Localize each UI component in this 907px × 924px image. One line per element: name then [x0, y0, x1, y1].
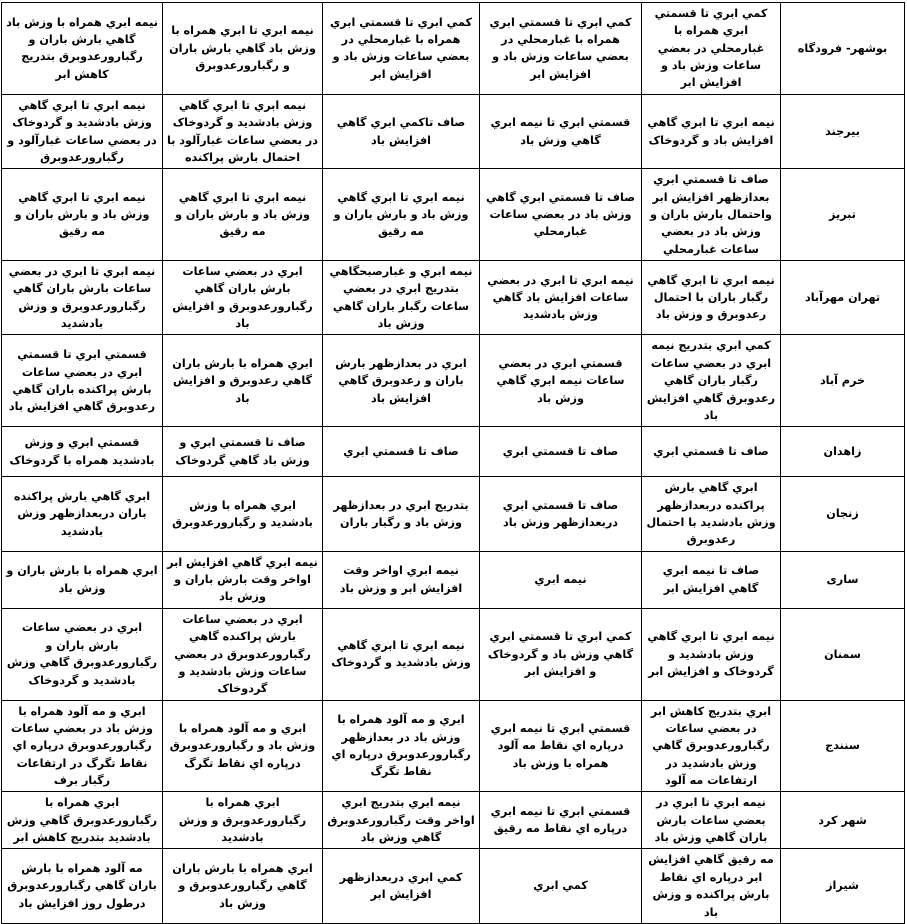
- table-row: سنندج ابري بتدريج کاهش ابر در بعضي ساعات…: [1, 699, 905, 793]
- forecast-cell-day2: قسمتي ابري تا نيمه ابري گاهي وزش باد: [479, 93, 642, 170]
- table-row: بوشهر- فرودگاه کمي ابري تا قسمتي ابري هم…: [1, 2, 905, 95]
- table-row: خرم آباد کمي ابري بتدريج نيمه ابري در بع…: [1, 334, 905, 428]
- forecast-cell-day3: نيمه ابري بتدريج ابري اواخر وقت رگبارورع…: [322, 791, 480, 850]
- forecast-cell-day5: نيمه ابري تا ابري گاهي وزش بادشديد و گرد…: [1, 93, 163, 170]
- forecast-cell-day2: کمي ابري: [479, 848, 642, 924]
- forecast-cell-day1: نيمه ابري تا ابري گاهي افزايش باد و گردو…: [641, 93, 781, 170]
- forecast-cell-day5: قسمتي ابري و وزش بادشديد همراه با گردوخا…: [1, 426, 163, 478]
- forecast-cell-day5: قسمتي ابري تا قسمتي ابري در بعضي ساعات ب…: [1, 334, 163, 428]
- forecast-cell-day4: ابري همراه با رگبارورعدوبرق و وزش بادشدي…: [162, 791, 323, 850]
- forecast-cell-day2: صاف تا قسمتي ابري گاهي وزش باد در بعضي س…: [479, 168, 642, 262]
- table-row: زنجان ابري گاهي بارش پراکنده دربعدازظهر …: [1, 476, 905, 552]
- table-row: ساری صاف تا نيمه ابري گاهي افزايش ابر ني…: [1, 550, 905, 609]
- forecast-cell-day4: صاف تا قسمتي ابري و وزش باد گاهي گردوخاک: [162, 426, 323, 478]
- forecast-cell-day4: ابري و مه آلود همراه با وزش باد و رگبارو…: [162, 699, 323, 793]
- forecast-cell-day1: صاف تا قسمتي ابري بعدازظهر افزايش ابر وا…: [641, 168, 781, 262]
- city-name-cell: زنجان: [780, 476, 905, 552]
- forecast-cell-day5: ابري در بعضي ساعات بارش باران و رگبارورع…: [1, 607, 163, 701]
- forecast-cell-day1: مه رقيق گاهي افزايش ابر درپاره اي نقاط ب…: [641, 848, 781, 924]
- city-name-cell: تبريز: [780, 168, 905, 262]
- forecast-cell-day4: ابري در بعضي ساعات بارش باران گاهي رگبار…: [162, 260, 323, 336]
- forecast-cell-day1: ابري گاهي بارش پراکنده دربعدازظهر وزش با…: [641, 476, 781, 552]
- forecast-cell-day2: قسمتي ابري تا نيمه ابري درپاره اي نقاط م…: [479, 791, 642, 850]
- forecast-cell-day3: نيمه ابري تا ابري گاهي وزش بادشديد و گرد…: [322, 607, 480, 701]
- forecast-cell-day1: نيمه ابري تا ابري گاهي وزش بادشديد و گرد…: [641, 607, 781, 701]
- forecast-cell-day3: نيمه ابري و غبارصبحگاهي بتدريج ابري در ب…: [322, 260, 480, 336]
- city-name-cell: شیراز: [780, 848, 905, 924]
- city-name-cell: خرم آباد: [780, 334, 905, 428]
- forecast-cell-day3: ابري و مه آلود همراه با وزش باد در بعداز…: [322, 699, 480, 793]
- forecast-cell-day3: کمي ابري دربعدازظهر افزايش ابر: [322, 848, 480, 924]
- forecast-cell-day4: ابري همراه با بارش باران گاهي رعدوبرق و …: [162, 334, 323, 428]
- forecast-cell-day4: نيمه ابري تا ابري گاهي وزش باد و بارش با…: [162, 168, 323, 262]
- forecast-cell-day4: نيمه ابري تا ابري همراه با وزش باد گاهي …: [162, 2, 323, 95]
- forecast-cell-day1: کمي ابري بتدريج نيمه ابري در بعضي ساعات …: [641, 334, 781, 428]
- forecast-cell-day3: بتدريج ابري در بعدازظهر وزش باد و رگبار …: [322, 476, 480, 552]
- forecast-cell-day1: نيمه ابري تا ابري در بعضي ساعات بارش بار…: [641, 791, 781, 850]
- forecast-cell-day5: نيمه ابري همراه با وزش باد گاهي بارش بار…: [1, 2, 163, 95]
- forecast-cell-day5: مه آلود همراه با بارش باران گاهي رگبارور…: [1, 848, 163, 924]
- forecast-cell-day2: کمي ابري تا قسمتي ابري همراه با غبارمحلي…: [479, 2, 642, 95]
- forecast-cell-day2: کمي ابري تا قسمتي ابري گاهي وزش باد و گر…: [479, 607, 642, 701]
- forecast-cell-day1: صاف تا نيمه ابري گاهي افزايش ابر: [641, 550, 781, 609]
- table-row: زاهدان صاف تا قسمتي ابري صاف تا قسمتي اب…: [1, 426, 905, 478]
- city-name-cell: زاهدان: [780, 426, 905, 478]
- city-name-cell: شهر کرد: [780, 791, 905, 850]
- forecast-cell-day2: نيمه ابري: [479, 550, 642, 609]
- forecast-cell-day3: نيمه ابري اواخر وقت افزايش ابر و وزش باد: [322, 550, 480, 609]
- forecast-cell-day2: صاف تا قسمتي ابري دربعدازظهر وزش باد: [479, 476, 642, 552]
- forecast-cell-day2: قسمتي ابري در بعضي ساعات نيمه ابري گاهي …: [479, 334, 642, 428]
- forecast-cell-day5: نيمه ابري تا ابري گاهي وزش باد و بارش با…: [1, 168, 163, 262]
- city-name-cell: سنندج: [780, 699, 905, 793]
- forecast-cell-day4: نيمه ابري گاهي افزايش ابر اواخر وقت بارش…: [162, 550, 323, 609]
- forecast-cell-day1: صاف تا قسمتي ابري: [641, 426, 781, 478]
- forecast-cell-day2: نيمه ابري تا ابري در بعضي ساعات افزايش ب…: [479, 260, 642, 336]
- table-row: شهر کرد نيمه ابري تا ابري در بعضي ساعات …: [1, 791, 905, 850]
- city-name-cell: ساری: [780, 550, 905, 609]
- table-row: تهران مهرآباد نيمه ابري تا ابري گاهي رگب…: [1, 260, 905, 336]
- table-row: بيرجند نيمه ابري تا ابري گاهي افزايش باد…: [1, 93, 905, 170]
- table-row: سمنان نيمه ابري تا ابري گاهي وزش بادشديد…: [1, 607, 905, 701]
- forecast-cell-day1: کمي ابري تا قسمتي ابري همراه با غبارمحلي…: [641, 2, 781, 95]
- forecast-cell-day4: ابري همراه با وزش بادشديد و رگبارورعدوبر…: [162, 476, 323, 552]
- forecast-cell-day1: ابري بتدريج کاهش ابر در بعضي ساعات رگبار…: [641, 699, 781, 793]
- city-name-cell: تهران مهرآباد: [780, 260, 905, 336]
- forecast-cell-day5: ابري همراه با بارش باران و وزش باد: [1, 550, 163, 609]
- table-row: تبريز صاف تا قسمتي ابري بعدازظهر افزايش …: [1, 168, 905, 262]
- forecast-cell-day5: ابري همراه با رگبارورعدوبرق گاهي وزش باد…: [1, 791, 163, 850]
- forecast-cell-day5: ابري گاهي بارش پراکنده باران دربعدازظهر …: [1, 476, 163, 552]
- city-name-cell: سمنان: [780, 607, 905, 701]
- table-row: شیراز مه رقيق گاهي افزايش ابر درپاره اي …: [1, 848, 905, 924]
- forecast-cell-day5: ابري و مه آلود همراه با وزش باد در بعضي …: [1, 699, 163, 793]
- forecast-cell-day3: کمي ابري تا قسمتي ابري همراه با غبارمحلي…: [322, 2, 480, 95]
- forecast-cell-day5: نيمه ابري تا ابري در بعضي ساعات بارش بار…: [1, 260, 163, 336]
- forecast-cell-day2: قسمتي ابري تا نيمه ابري درپاره اي نقاط م…: [479, 699, 642, 793]
- forecast-cell-day4: نيمه ابري تا ابري گاهي وزش بادشديد و گرد…: [162, 93, 323, 170]
- city-name-cell: بيرجند: [780, 93, 905, 170]
- forecast-cell-day3: ابري در بعدازظهر بارش باران و رعدوبرق گا…: [322, 334, 480, 428]
- forecast-cell-day3: صاف تاکمي ابري گاهي افزايش باد: [322, 93, 480, 170]
- forecast-cell-day3: نيمه ابري تا ابري گاهي وزش باد و بارش با…: [322, 168, 480, 262]
- forecast-cell-day4: ابري در بعضي ساعات بارش پراکنده گاهي رگب…: [162, 607, 323, 701]
- forecast-cell-day4: ابري همراه با بارش باران گاهي رگبارورعدو…: [162, 848, 323, 924]
- city-name-cell: بوشهر- فرودگاه: [780, 2, 905, 95]
- forecast-cell-day3: صاف تا قسمتي ابري: [322, 426, 480, 478]
- forecast-cell-day1: نيمه ابري تا ابري گاهي رگبار باران با اح…: [641, 260, 781, 336]
- forecast-cell-day2: صاف تا قسمتي ابري: [479, 426, 642, 478]
